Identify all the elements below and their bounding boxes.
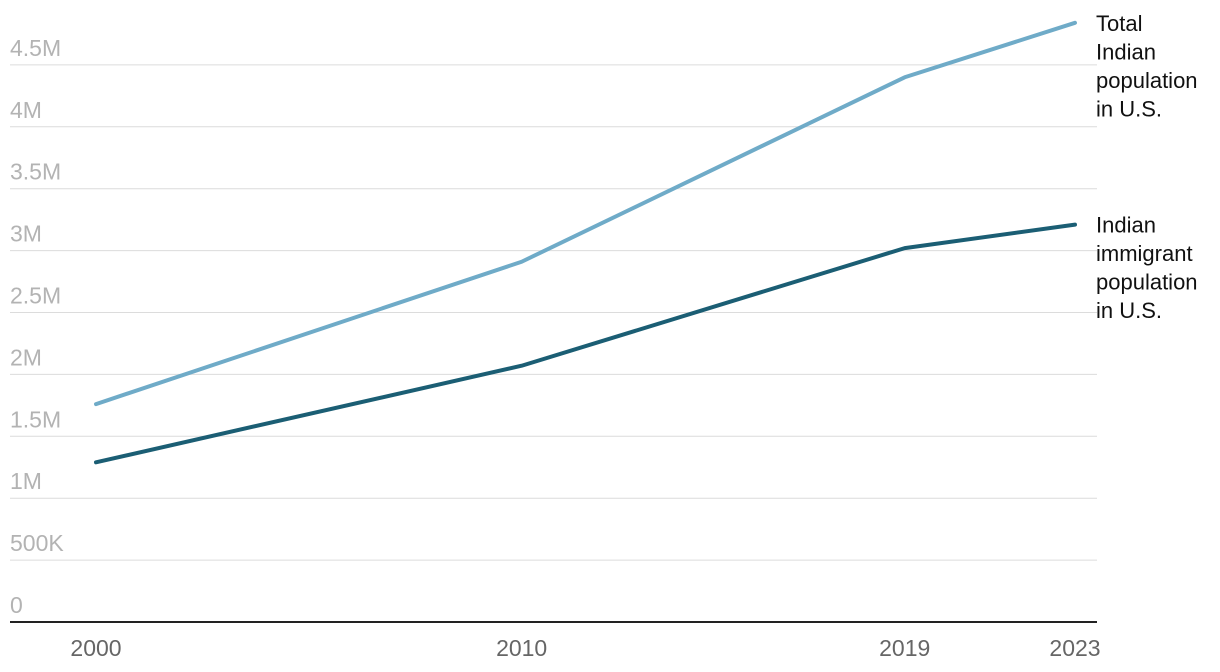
y-tick-label: 4.5M <box>10 35 61 61</box>
series-label-total-indian-population: Total Indian population in U.S. <box>1096 11 1198 121</box>
series-labels: Total Indian population in U.S. Indian immigr… <box>1096 11 1198 323</box>
series-label-line: Indian <box>1096 39 1156 64</box>
series-line-total-indian-population <box>94 20 1077 407</box>
x-axis-ticks: 2000 2010 2019 2023 <box>70 635 1100 661</box>
y-tick-label: 2M <box>10 344 42 370</box>
series-label-line: population <box>1096 270 1198 295</box>
y-tick-label: 3M <box>10 221 42 247</box>
series-label-line: in U.S. <box>1096 298 1162 323</box>
series-label-line: Indian <box>1096 213 1156 238</box>
grid-layer <box>10 64 1097 623</box>
series-label-line: Total <box>1096 11 1142 36</box>
x-tick-label: 2000 <box>70 635 121 661</box>
series-label-line: population <box>1096 68 1198 93</box>
y-tick-label: 0 <box>10 592 23 618</box>
y-tick-label: 4M <box>10 97 42 123</box>
series-line-indian-immigrant-population <box>94 222 1077 465</box>
y-tick-label: 500K <box>10 530 64 556</box>
series-label-line: in U.S. <box>1096 96 1162 121</box>
y-tick-label: 3.5M <box>10 159 61 185</box>
x-tick-label: 2010 <box>496 635 547 661</box>
y-tick-label: 2.5M <box>10 283 61 309</box>
x-tick-label: 2023 <box>1049 635 1100 661</box>
x-tick-label: 2019 <box>879 635 930 661</box>
series-label-indian-immigrant-population: Indian immigrant population in U.S. <box>1096 213 1198 323</box>
series-label-line: immigrant <box>1096 241 1193 266</box>
y-tick-label: 1.5M <box>10 406 61 432</box>
y-axis-ticks: 0 500K 1M 1.5M 2M 2.5M 3M 3.5M 4M 4.5M <box>10 35 64 618</box>
y-tick-label: 1M <box>10 468 42 494</box>
series-layer <box>94 20 1077 465</box>
